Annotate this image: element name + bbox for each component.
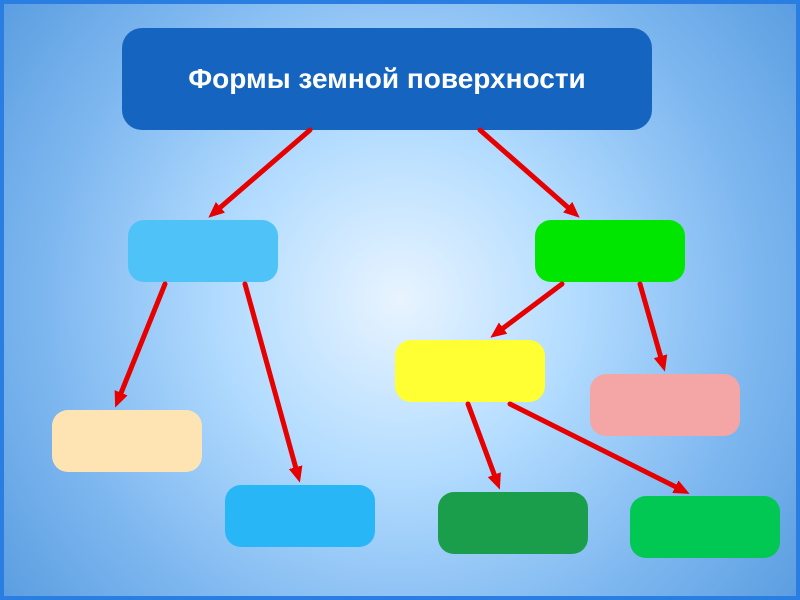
node-n7 — [438, 492, 588, 554]
node-n3 — [52, 410, 202, 472]
node-n6 — [590, 374, 740, 436]
title-node: Формы земной поверхности — [122, 28, 652, 130]
node-n2 — [535, 220, 685, 282]
node-n1 — [128, 220, 278, 282]
node-n4 — [225, 485, 375, 547]
node-n5 — [395, 340, 545, 402]
node-n8 — [630, 496, 780, 558]
